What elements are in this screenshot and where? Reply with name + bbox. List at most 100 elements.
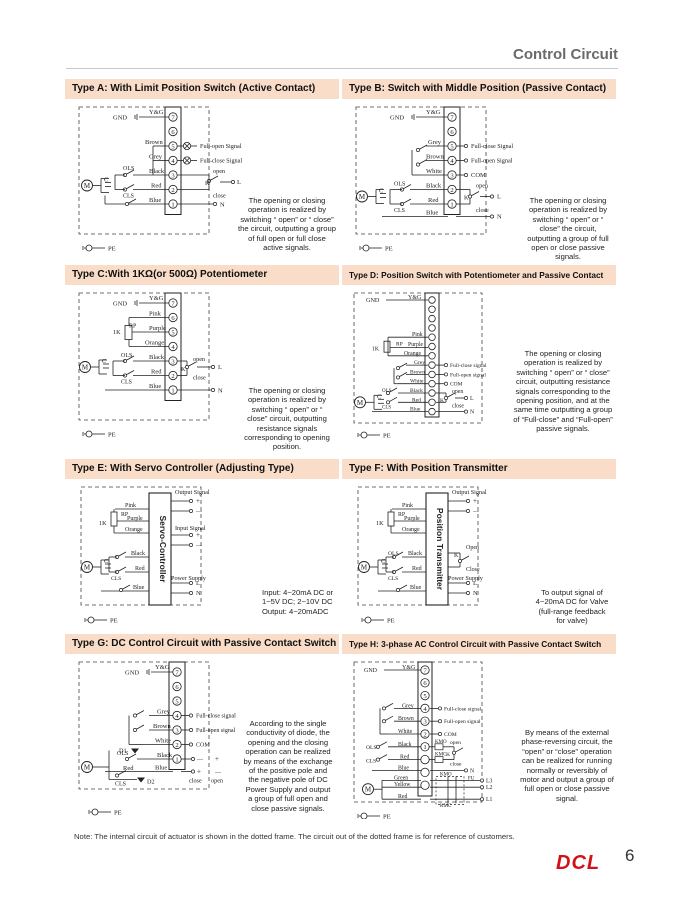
section-type-g: Type G: DC Control Circuit with Passive … — [65, 634, 339, 819]
switch-label: OLS — [366, 745, 377, 751]
switch-label: close — [452, 403, 464, 409]
terminal-number: 4 — [171, 344, 175, 351]
signal-label: COM — [450, 382, 463, 388]
wire-label: Brown — [426, 154, 444, 161]
gnd-label: GND — [364, 668, 378, 674]
power-label: N — [218, 388, 223, 395]
wire-label: Black — [426, 183, 442, 190]
dotted-frame — [355, 106, 487, 235]
terminal-node — [438, 719, 442, 724]
switch-label: K — [454, 553, 459, 559]
wire-label: Grey — [414, 360, 425, 366]
power-label: L — [473, 580, 477, 587]
terminal-x — [420, 755, 430, 765]
terminal-node — [189, 533, 193, 537]
wiring-diagram-e: Servo-Controller Pink RP 1K Purple Orange Blac… — [80, 486, 210, 625]
terminal-node — [480, 785, 484, 790]
motor-icon — [81, 179, 93, 192]
fuse-label: FU — [468, 776, 475, 781]
wire-label: Red — [151, 183, 162, 190]
terminal-6 — [172, 681, 182, 692]
dotted-frame — [357, 486, 479, 606]
capacitor-label: C — [381, 558, 385, 565]
wire-label: Y&G — [149, 109, 164, 116]
terminal-node — [464, 396, 468, 400]
section-heading: Type G: DC Control Circuit with Passive … — [65, 634, 339, 654]
terminal-node — [464, 173, 468, 177]
wire-label: Blue — [398, 765, 409, 771]
power-label: N — [470, 768, 475, 774]
section-description: Input: 4~20mA DC or 1~5V DC; 2~10V DC Ou… — [262, 588, 334, 616]
terminal-x — [428, 305, 436, 313]
wire-label: Black — [398, 742, 412, 748]
switch-label: CLS — [382, 405, 391, 410]
terminal-number: 6 — [175, 684, 179, 691]
terminal-x — [428, 370, 436, 379]
terminal-node — [211, 365, 215, 369]
switch-label: CLS — [123, 194, 134, 200]
switch-label: open — [476, 183, 488, 190]
terminal-number: 5 — [423, 693, 427, 700]
switch-label: CLS — [111, 576, 121, 582]
terminal-node — [466, 509, 470, 513]
terminal-number: 6 — [171, 315, 175, 322]
wiring-diagram-f: Position Transmitter Pink RP 1K Purple Orange… — [357, 486, 487, 625]
terminal-number: 7 — [423, 667, 427, 674]
terminal-x — [428, 333, 436, 341]
wire-label: Red — [398, 794, 407, 800]
terminal-node — [189, 742, 193, 747]
switch-label: CLS — [394, 208, 405, 214]
controller-box-label: Position Transmitter — [435, 508, 445, 591]
wire-label: Grey — [428, 139, 442, 146]
switch-label: CLS — [121, 380, 132, 386]
terminal-x — [420, 767, 430, 778]
power-label: L1 — [486, 797, 493, 803]
switch-label: open — [193, 356, 205, 363]
terminal-number: 2 — [175, 742, 178, 749]
title-divider — [66, 68, 618, 69]
terminal-node — [125, 757, 129, 761]
capacitor-label: C — [379, 188, 383, 195]
wire-label: Green — [394, 775, 408, 781]
terminal-node — [115, 773, 119, 778]
terminal-node — [444, 363, 448, 368]
section-heading: Type C:With 1KΩ(or 500Ω) Potentiometer — [65, 265, 339, 285]
wire-label: Blue — [410, 585, 422, 591]
wire-label: Red — [412, 566, 422, 572]
terminal-node — [189, 543, 193, 547]
switch-label: Open — [466, 545, 479, 551]
wire-label: Pink — [402, 503, 413, 509]
capacitor-label: C — [104, 558, 108, 565]
section-description: The opening or closing operation is real… — [238, 196, 336, 253]
terminal-node — [468, 194, 472, 199]
coil-label: KMC — [440, 804, 452, 809]
signal-label: Full-open signal — [444, 719, 481, 725]
polarity-label: + — [196, 497, 200, 505]
gnd-label: GND — [366, 297, 380, 304]
controller-box — [425, 492, 449, 606]
terminal-node — [464, 158, 468, 163]
potentiometer-label: RP — [129, 324, 137, 330]
page-title: Control Circuit — [513, 46, 618, 63]
power-label: L2 — [486, 785, 493, 791]
terminal-x — [420, 780, 430, 790]
wire-label: Y&G — [426, 109, 441, 116]
wire-label: Black — [149, 168, 165, 175]
terminal-number: 3 — [423, 719, 427, 726]
signal-label: Output Signal — [175, 489, 210, 496]
motor-icon — [81, 761, 93, 773]
signal-label: Output Signal — [452, 489, 487, 496]
wire-label: Black — [149, 354, 165, 361]
potentiometer-label: 1K — [372, 347, 380, 353]
lamp-cross — [184, 157, 190, 164]
terminal-x — [428, 379, 436, 388]
terminal-x — [428, 314, 436, 323]
wire-label: Blue — [133, 585, 145, 591]
pe-label: PE — [383, 814, 391, 820]
wire-label: Blue — [410, 407, 421, 413]
switch-label: CLS — [366, 759, 376, 765]
terminal-number: 2 — [171, 373, 174, 380]
terminal-number: 5 — [175, 698, 179, 705]
terminal-node — [416, 148, 420, 152]
wire-label: Y&G — [402, 665, 416, 671]
